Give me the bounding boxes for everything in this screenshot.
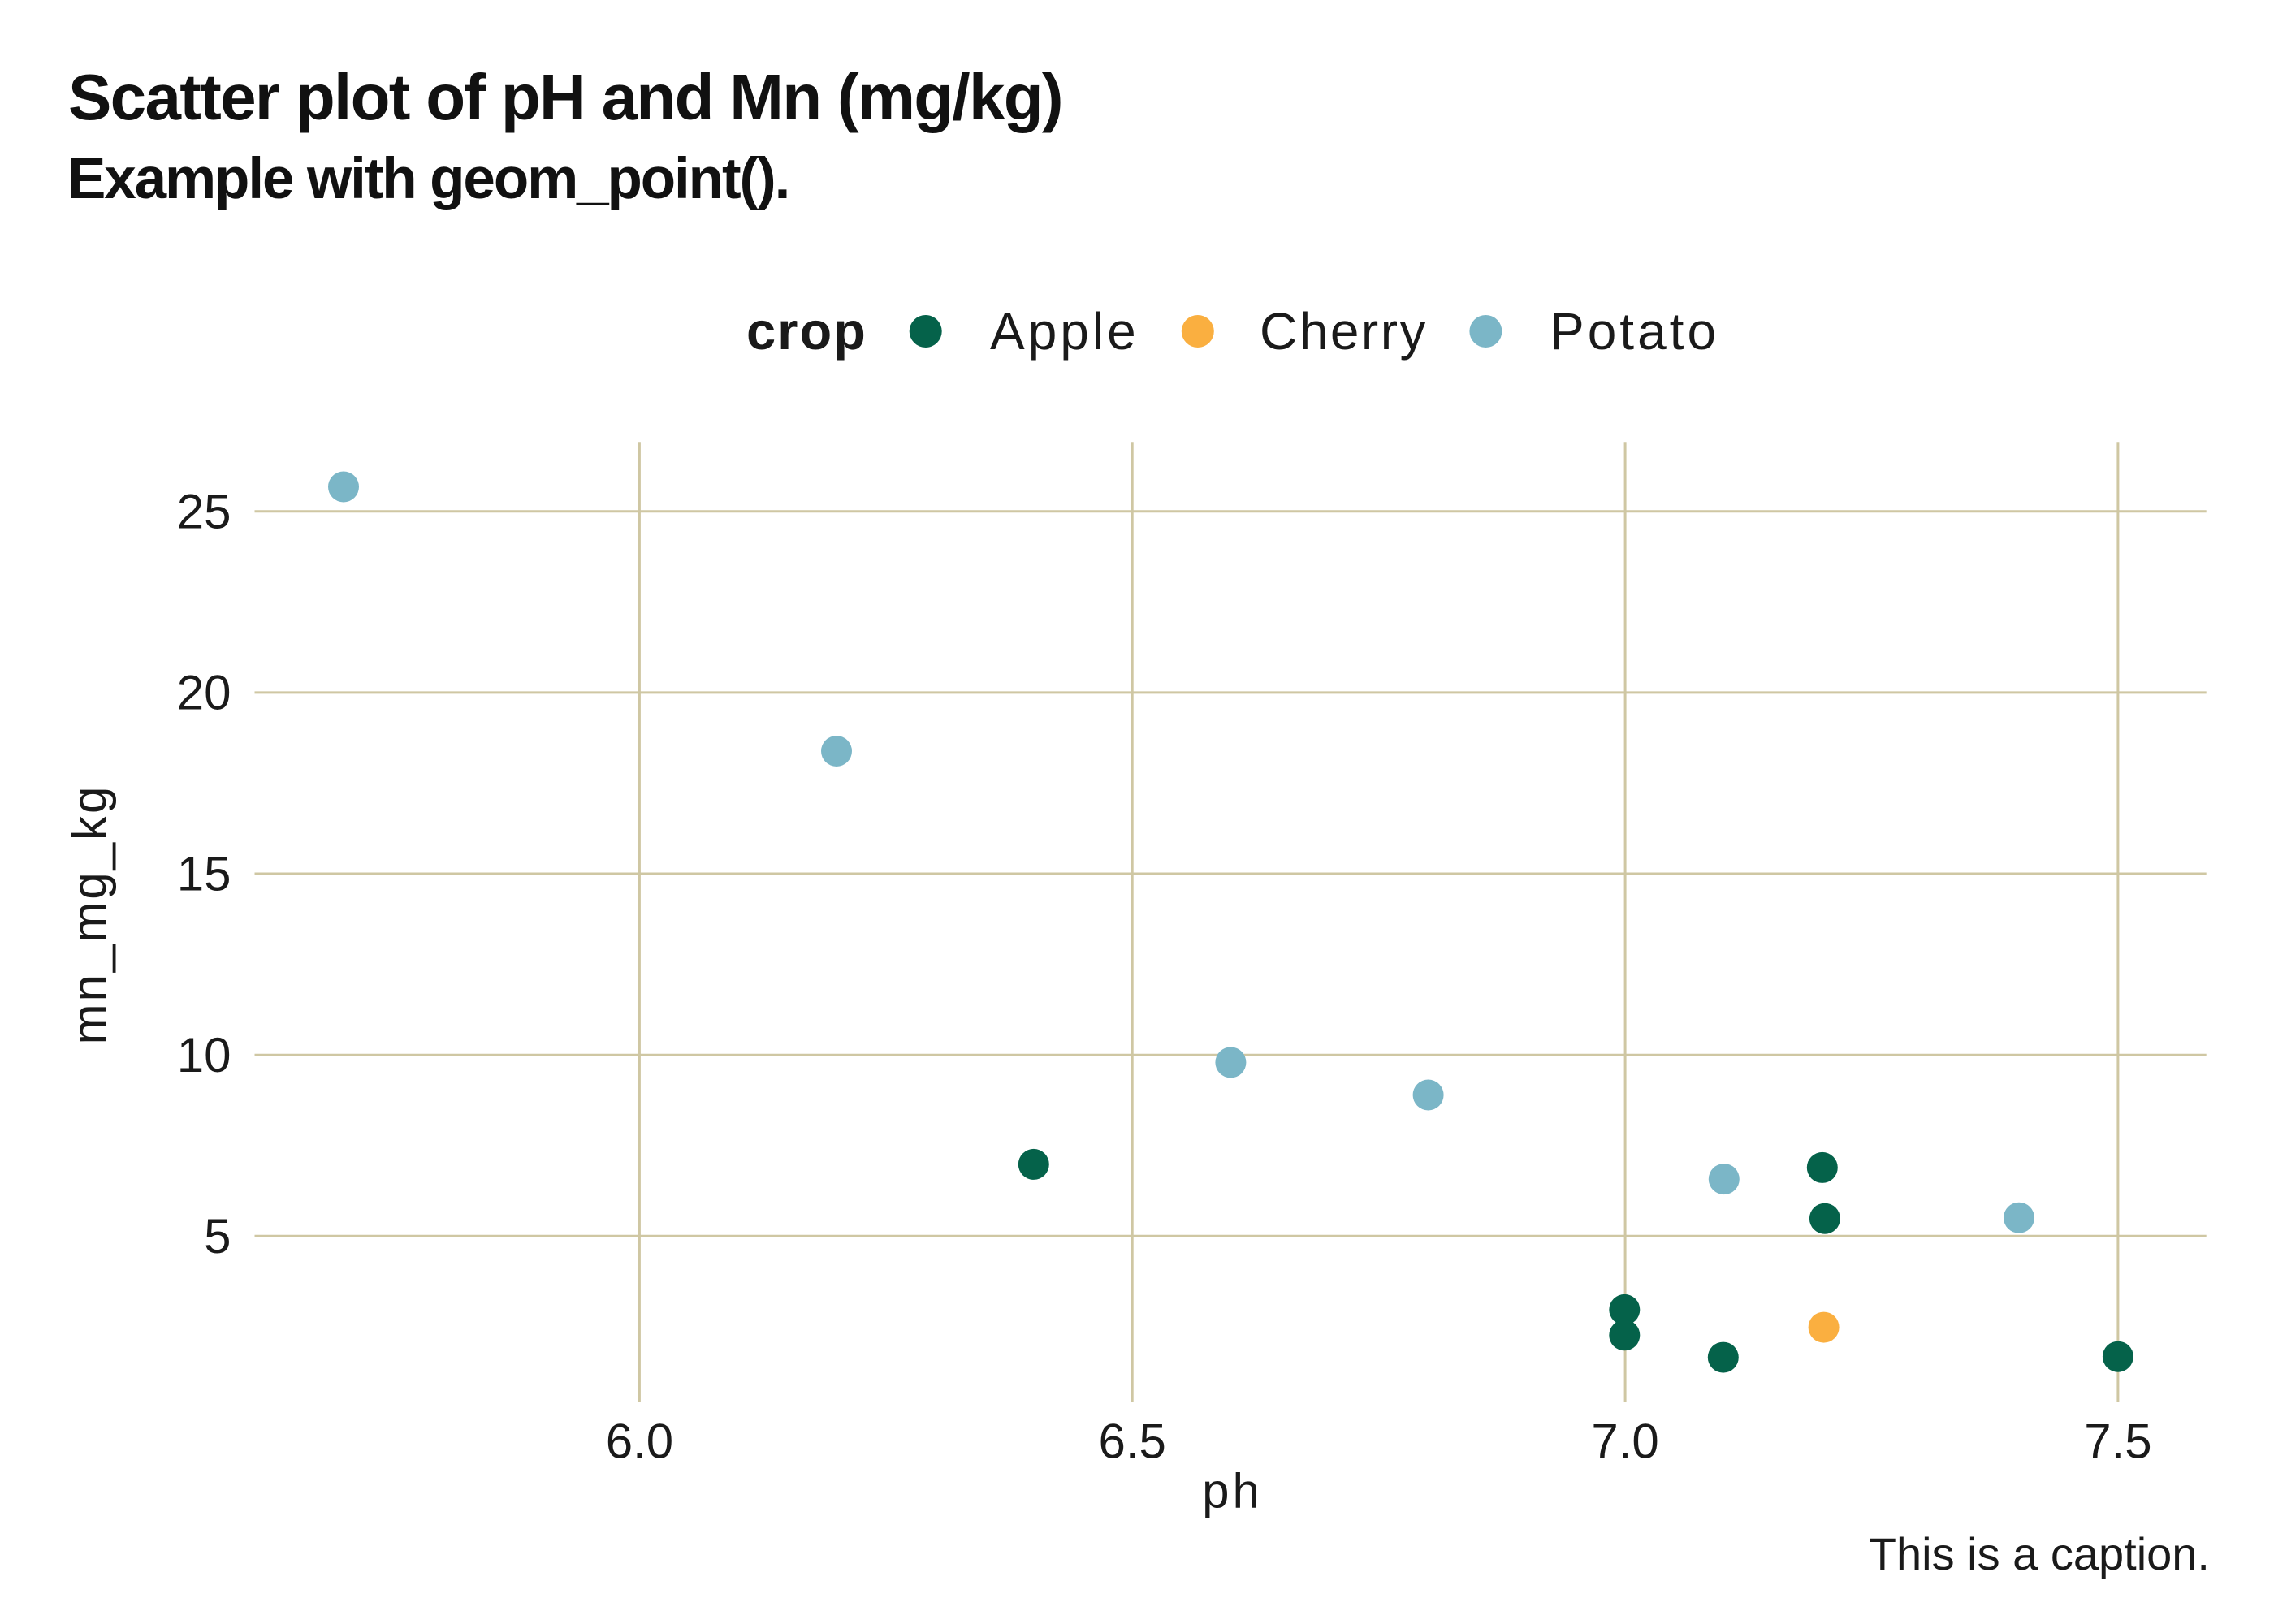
svg-text:Scatter plot of pH and Mn (mg/: Scatter plot of pH and Mn (mg/kg) — [68, 61, 1062, 133]
svg-text:7.5: 7.5 — [2084, 1415, 2151, 1469]
svg-text:20: 20 — [177, 666, 231, 720]
svg-text:7.0: 7.0 — [1591, 1415, 1658, 1469]
svg-text:6.0: 6.0 — [606, 1415, 673, 1469]
svg-text:25: 25 — [177, 484, 231, 538]
svg-text:ph: ph — [1202, 1464, 1263, 1518]
svg-text:5: 5 — [204, 1209, 231, 1263]
svg-text:This is a caption.: This is a caption. — [1869, 1528, 2210, 1579]
svg-text:Potato: Potato — [1550, 302, 1719, 361]
svg-text:Apple: Apple — [990, 302, 1139, 361]
svg-text:crop: crop — [746, 301, 867, 361]
svg-text:6.5: 6.5 — [1098, 1415, 1165, 1469]
svg-text:10: 10 — [177, 1028, 231, 1082]
svg-text:Cherry: Cherry — [1260, 302, 1428, 361]
svg-text:mn_mg_kg: mn_mg_kg — [63, 784, 117, 1045]
svg-text:15: 15 — [177, 847, 231, 901]
svg-text:Example with geom_point().: Example with geom_point(). — [67, 147, 789, 211]
